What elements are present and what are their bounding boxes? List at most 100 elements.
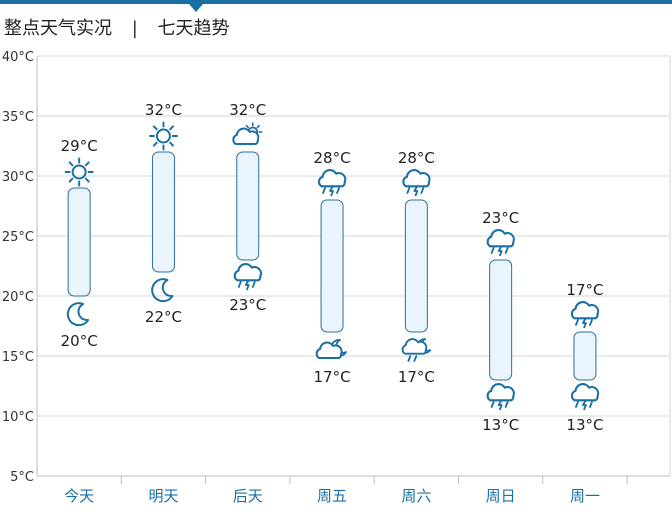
thunder-rain-icon xyxy=(486,229,515,257)
y-tick-label: 25°C xyxy=(2,230,34,245)
top-accent-bar xyxy=(0,0,672,4)
y-tick-label: 15°C xyxy=(2,350,34,365)
rain-drop xyxy=(575,401,579,408)
temp-range-bar xyxy=(151,151,175,273)
high-temp-label: 32°C xyxy=(145,101,182,119)
sun-ray xyxy=(152,125,158,131)
day-label: 周一 xyxy=(570,487,600,505)
rain-drop xyxy=(490,247,495,254)
sun-disc xyxy=(155,128,171,144)
rain-drop xyxy=(406,187,411,194)
cloud-shape xyxy=(570,383,600,402)
low-temp-label: 13°C xyxy=(482,416,519,434)
tab-seven-day-trend[interactable]: 七天趋势 xyxy=(157,18,230,39)
moon-icon xyxy=(151,278,174,303)
rain-drop xyxy=(589,319,593,326)
cloud-shape xyxy=(318,169,347,188)
cloud-shape xyxy=(233,263,262,282)
moon-shape xyxy=(66,302,90,327)
thunder-rain-icon xyxy=(233,263,262,291)
cloud-shape xyxy=(232,127,260,145)
sun-ray xyxy=(84,177,90,183)
rain-drop xyxy=(504,247,509,254)
cloud-shape xyxy=(401,338,428,355)
high-temp-label: 28°C xyxy=(314,149,351,167)
low-temp-label: 23°C xyxy=(229,296,266,314)
y-tick-label: 20°C xyxy=(2,290,34,305)
thunder-rain-icon xyxy=(570,301,600,329)
sun-ray xyxy=(245,124,249,129)
temp-range-bar xyxy=(404,199,428,333)
moon-icon xyxy=(66,302,90,327)
sun-ray xyxy=(68,177,74,183)
y-tick-label: 5°C xyxy=(10,470,34,485)
temp-range-bar xyxy=(236,151,260,261)
active-tab-indicator xyxy=(189,4,203,12)
rain-drop xyxy=(407,355,412,362)
low-temp-label: 17°C xyxy=(314,368,351,386)
sun-ray xyxy=(169,125,174,131)
y-tick-label: 30°C xyxy=(2,170,34,185)
rain-drop xyxy=(420,187,425,194)
temp-range-bar xyxy=(573,331,597,381)
sun-ray xyxy=(169,141,174,147)
day-label: 周五 xyxy=(317,487,347,505)
rain-drop xyxy=(575,319,579,326)
high-temp-label: 28°C xyxy=(398,149,435,167)
rain-drop xyxy=(336,187,340,194)
low-temp-label: 17°C xyxy=(398,368,435,386)
tab-bar: 整点天气实况 | 七天趋势 xyxy=(4,14,230,40)
rain-drop xyxy=(490,401,495,408)
low-temp-label: 22°C xyxy=(145,308,182,326)
y-tick-label: 10°C xyxy=(2,410,34,425)
cloud-shape xyxy=(315,341,343,359)
night-shower-icon xyxy=(401,338,432,362)
high-temp-label: 29°C xyxy=(61,137,98,155)
cloud-shape xyxy=(486,383,515,402)
cloud-shape xyxy=(486,229,515,248)
sun-ray xyxy=(68,161,74,167)
rain-drop xyxy=(504,401,509,408)
lightning-bolt xyxy=(413,185,419,197)
high-temp-label: 17°C xyxy=(566,281,603,299)
lightning-bolt xyxy=(497,245,503,257)
lightning-bolt xyxy=(244,279,250,291)
lightning-bolt xyxy=(329,185,334,197)
high-temp-label: 23°C xyxy=(482,209,519,227)
sun-ray xyxy=(256,124,260,129)
thunder-rain-icon xyxy=(486,383,515,411)
rain-drop xyxy=(413,355,418,362)
day-label: 后天 xyxy=(233,487,263,505)
day-label: 周六 xyxy=(401,487,431,505)
sun-ray xyxy=(152,141,158,147)
rain-drop xyxy=(322,187,326,194)
lightning-bolt xyxy=(582,399,587,411)
lightning-bolt xyxy=(497,399,503,411)
partly-cloudy-day-icon xyxy=(232,122,263,145)
cloud-shape xyxy=(570,301,600,320)
cloud-shape xyxy=(402,169,431,188)
sun-ray xyxy=(84,161,90,167)
thunder-rain-icon xyxy=(318,169,347,197)
rain-drop xyxy=(589,401,593,408)
temp-range-bar xyxy=(489,259,513,381)
low-temp-label: 20°C xyxy=(61,332,98,350)
rain-drop xyxy=(237,281,242,288)
sun-icon xyxy=(64,157,94,187)
day-label: 周日 xyxy=(486,487,516,505)
temp-range-bar xyxy=(320,199,344,333)
partly-cloudy-night-icon xyxy=(315,339,347,359)
sun-disc xyxy=(71,164,87,180)
day-label: 今天 xyxy=(64,487,94,505)
lightning-bolt xyxy=(582,317,587,329)
thunder-rain-icon xyxy=(402,169,431,197)
moon-shape xyxy=(151,278,174,303)
rain-drop xyxy=(251,281,256,288)
tab-hourly-observation[interactable]: 整点天气实况 xyxy=(4,18,112,39)
sun-icon xyxy=(148,121,178,151)
y-tick-label: 35°C xyxy=(2,110,34,125)
tab-separator: | xyxy=(131,18,138,39)
high-temp-label: 32°C xyxy=(229,101,266,119)
low-temp-label: 13°C xyxy=(566,416,603,434)
